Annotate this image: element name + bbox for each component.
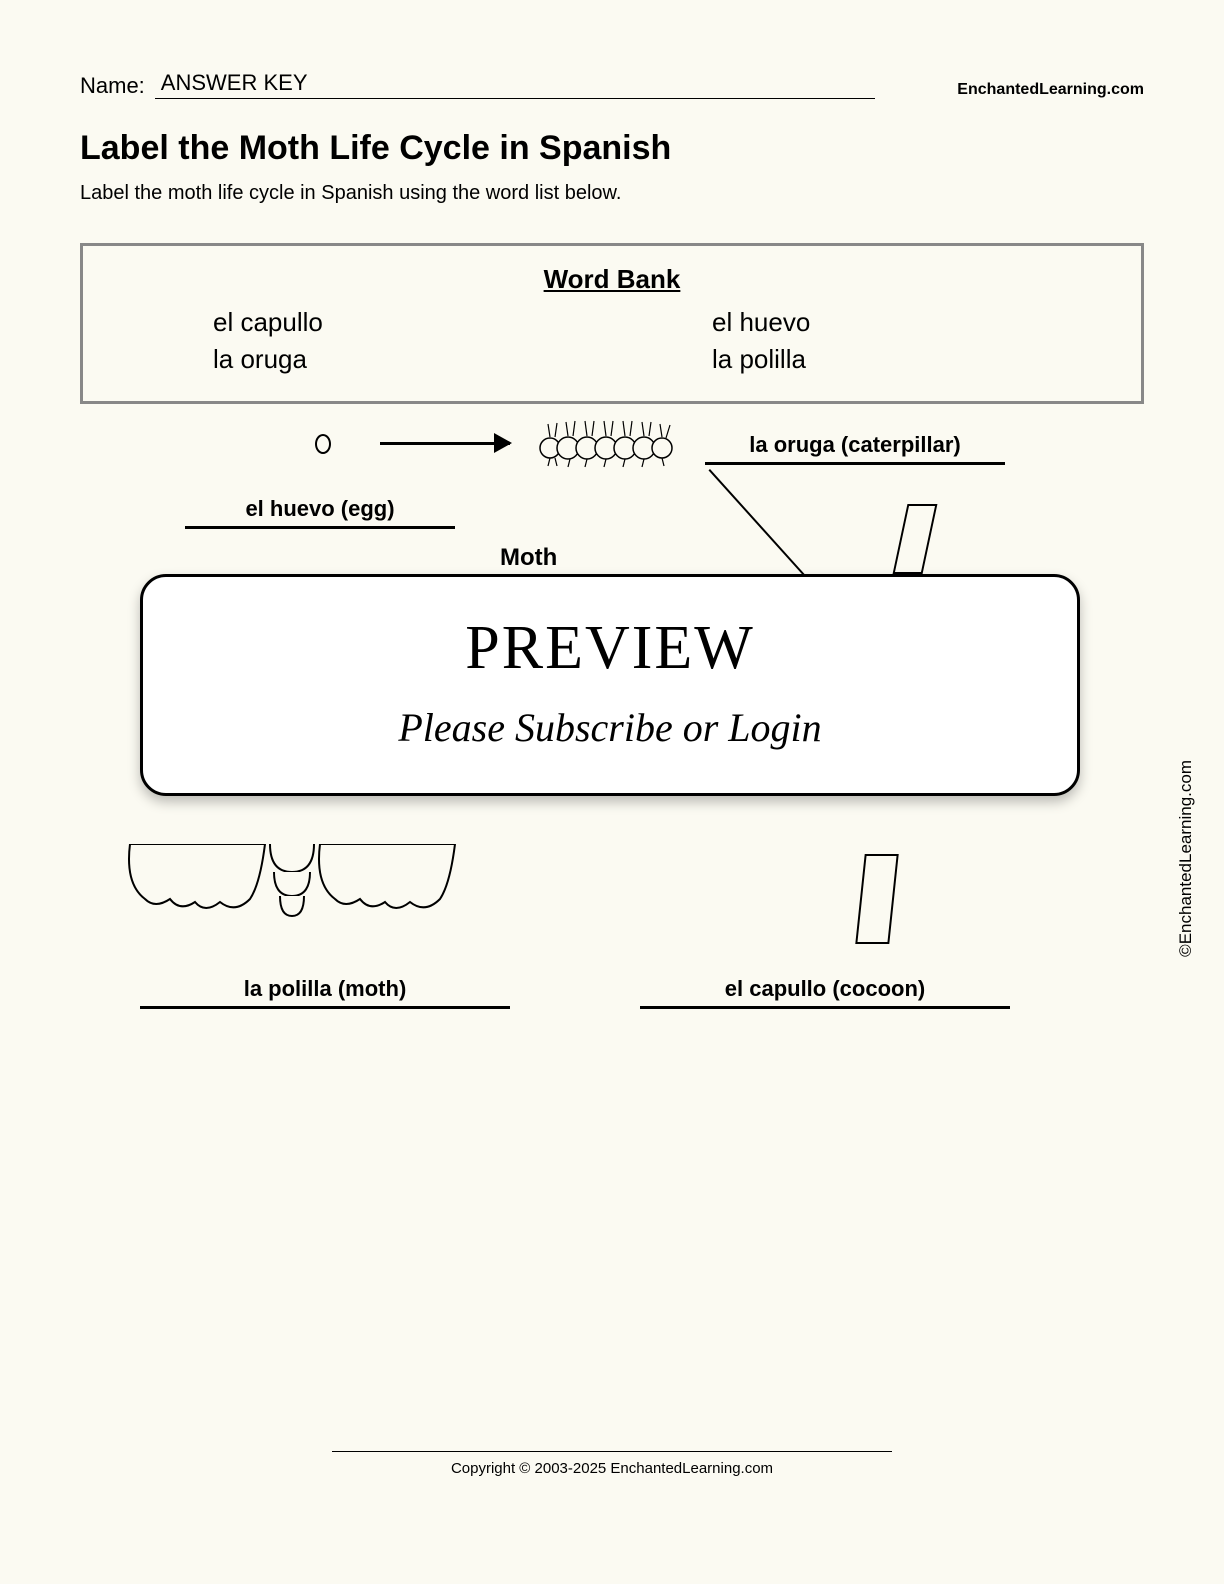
cocoon-branch-bottom <box>855 854 898 944</box>
name-block: Name: ANSWER KEY <box>80 70 875 99</box>
lifecycle-diagram: Moth el huevo (egg) la oruga (caterpilla… <box>80 424 1144 1084</box>
word-bank-grid: el capullo el huevo la oruga la polilla <box>113 307 1111 375</box>
name-label: Name: <box>80 73 145 99</box>
name-value: ANSWER KEY <box>161 70 308 95</box>
arrow-icon <box>380 442 510 445</box>
egg-icon <box>315 434 331 454</box>
preview-subtitle: Please Subscribe or Login <box>163 704 1057 751</box>
moth-icon <box>120 844 480 964</box>
caterpillar-icon <box>530 416 690 471</box>
word-bank-item: el capullo <box>113 307 612 338</box>
answer-cocoon: el capullo (cocoon) <box>640 976 1010 1009</box>
page-title: Label the Moth Life Cycle in Spanish <box>80 129 1144 168</box>
word-bank-box: Word Bank el capullo el huevo la oruga l… <box>80 243 1144 404</box>
name-value-line: ANSWER KEY <box>155 70 875 99</box>
answer-egg: el huevo (egg) <box>185 496 455 529</box>
watermark-vertical: ©EnchantedLearning.com <box>1176 760 1196 957</box>
answer-caterpillar: la oruga (caterpillar) <box>705 432 1005 465</box>
answer-moth: la polilla (moth) <box>140 976 510 1009</box>
worksheet-page: Name: ANSWER KEY EnchantedLearning.com L… <box>0 0 1224 1584</box>
center-label-partial: Moth <box>500 544 557 572</box>
footer-copyright: Copyright © 2003-2025 EnchantedLearning.… <box>332 1451 892 1477</box>
instructions-text: Label the moth life cycle in Spanish usi… <box>80 182 1144 205</box>
word-bank-item: la oruga <box>113 344 612 375</box>
preview-title: PREVIEW <box>163 613 1057 684</box>
preview-overlay: PREVIEW Please Subscribe or Login <box>140 574 1080 796</box>
word-bank-item: la polilla <box>612 344 1111 375</box>
site-name-top: EnchantedLearning.com <box>957 81 1144 99</box>
header-row: Name: ANSWER KEY EnchantedLearning.com <box>80 70 1144 99</box>
word-bank-title: Word Bank <box>113 264 1111 295</box>
cocoon-branch-top <box>893 504 938 574</box>
footer: Copyright © 2003-2025 EnchantedLearning.… <box>0 1451 1224 1478</box>
word-bank-item: el huevo <box>612 307 1111 338</box>
